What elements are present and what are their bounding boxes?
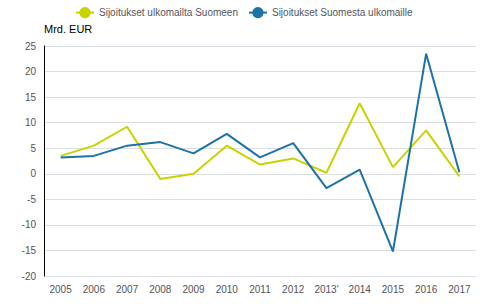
svg-text:2012: 2012 xyxy=(282,284,305,295)
svg-text:10: 10 xyxy=(25,117,37,128)
svg-text:-10: -10 xyxy=(22,219,37,230)
svg-text:2010: 2010 xyxy=(216,284,239,295)
svg-text:2013': 2013' xyxy=(314,284,338,295)
svg-text:Sijoitukset Suomesta ulkomaill: Sijoitukset Suomesta ulkomaille xyxy=(272,7,413,18)
svg-text:2006: 2006 xyxy=(83,284,106,295)
svg-text:-20: -20 xyxy=(22,271,37,282)
svg-text:Mrd. EUR: Mrd. EUR xyxy=(44,23,92,35)
svg-text:2014: 2014 xyxy=(349,284,372,295)
svg-text:2005: 2005 xyxy=(49,284,72,295)
svg-text:2015: 2015 xyxy=(382,284,405,295)
svg-text:2009: 2009 xyxy=(182,284,205,295)
svg-text:15: 15 xyxy=(25,92,37,103)
svg-text:2016: 2016 xyxy=(415,284,438,295)
svg-text:2017: 2017 xyxy=(448,284,471,295)
svg-text:2011: 2011 xyxy=(249,284,271,295)
svg-text:Sijoitukset ulkomailta Suomeen: Sijoitukset ulkomailta Suomeen xyxy=(99,7,238,18)
svg-text:0: 0 xyxy=(30,168,36,179)
svg-text:-5: -5 xyxy=(27,194,36,205)
svg-text:20: 20 xyxy=(25,66,37,77)
svg-text:2008: 2008 xyxy=(149,284,172,295)
svg-text:-15: -15 xyxy=(22,245,37,256)
svg-text:2007: 2007 xyxy=(116,284,139,295)
svg-text:25: 25 xyxy=(25,41,37,52)
svg-text:5: 5 xyxy=(30,143,36,154)
